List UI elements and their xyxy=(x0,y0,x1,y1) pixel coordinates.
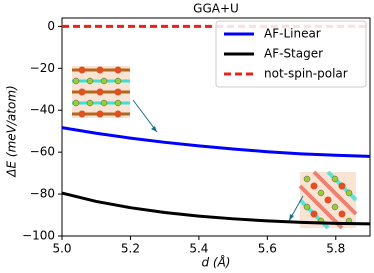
legend-label: AF-Linear xyxy=(264,27,321,41)
x-tick-label: 5.2 xyxy=(121,242,140,256)
y-axis-label: ΔE (meV/atom) xyxy=(5,85,19,177)
x-tick-label: 5.4 xyxy=(189,242,208,256)
plot-frame xyxy=(61,17,371,237)
y-tick-label: −20 xyxy=(30,61,55,75)
line-series xyxy=(61,191,371,226)
legend: AF-Linear AF-Stager not-spin-polar xyxy=(215,20,367,88)
arrowhead xyxy=(289,214,294,221)
line-series xyxy=(61,126,371,158)
arrowhead xyxy=(151,126,157,132)
y-tick-label: −60 xyxy=(30,145,55,159)
legend-label: AF-Stager xyxy=(264,47,323,61)
y-tick-label: 0 xyxy=(47,19,55,33)
y-tick-label: −40 xyxy=(30,103,55,117)
structure-inset xyxy=(298,170,358,230)
y-tick-label: −100 xyxy=(22,229,55,243)
x-tick-label: 5.0 xyxy=(52,242,71,256)
legend-label: not-spin-polar xyxy=(264,67,348,81)
x-tick-label: 5.6 xyxy=(258,242,277,256)
legend-box xyxy=(215,20,367,88)
y-tick-label: −80 xyxy=(30,187,55,201)
x-tick-label: 5.8 xyxy=(326,242,345,256)
chart-title: GGA+U xyxy=(193,2,239,16)
arrow xyxy=(132,99,158,133)
structure-inset xyxy=(72,66,130,118)
x-axis-label: d (Å) xyxy=(201,255,230,270)
